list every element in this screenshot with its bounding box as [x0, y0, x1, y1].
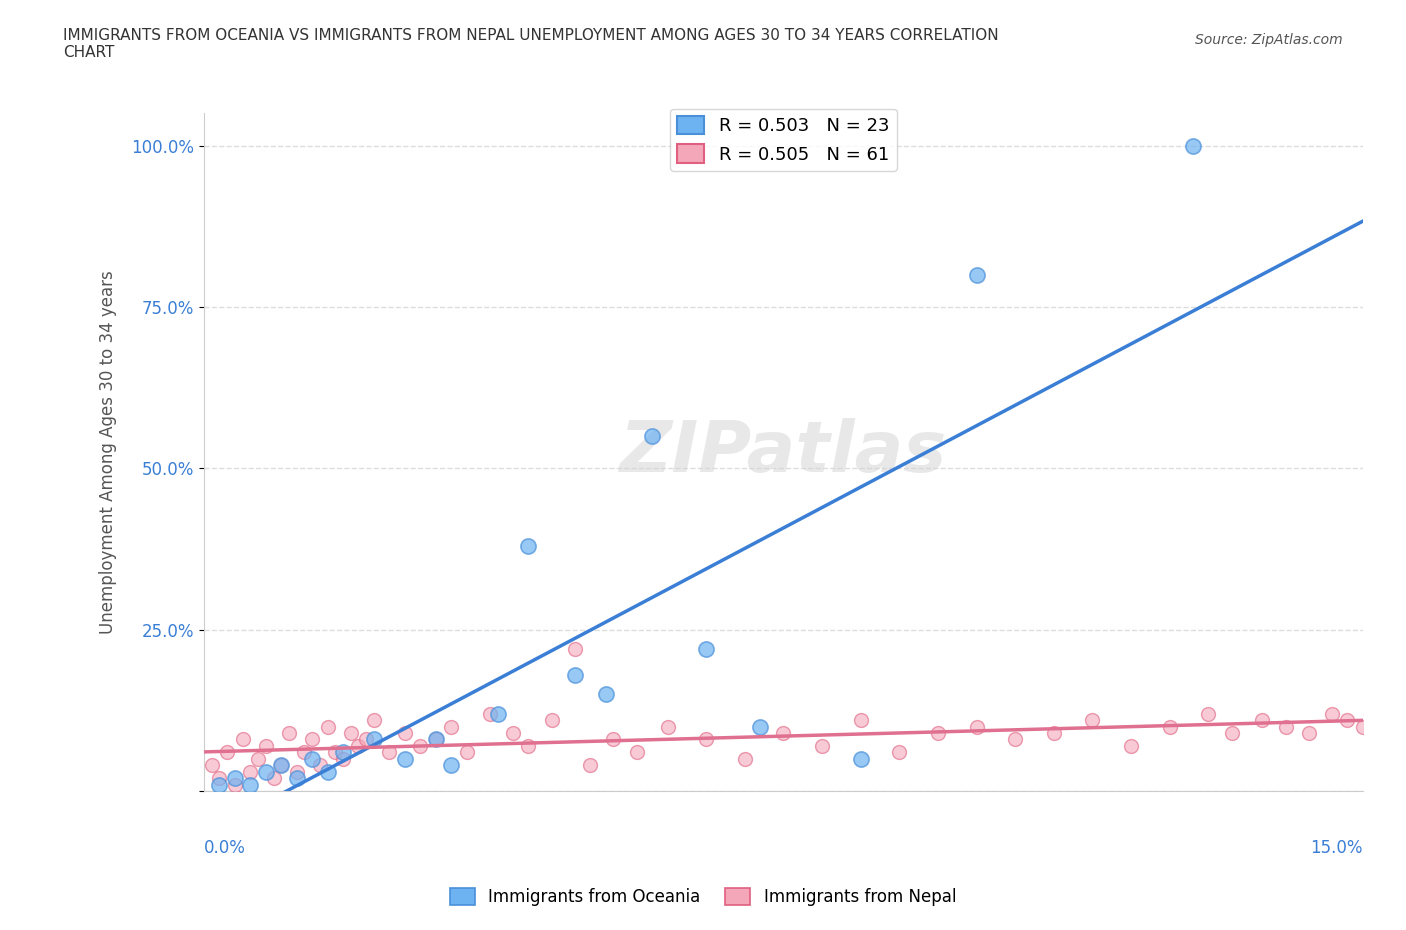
Point [232, 732, 254, 747]
Y-axis label: Unemployment Among Ages 30 to 34 years: Unemployment Among Ages 30 to 34 years [100, 271, 117, 634]
Point [301, 732, 323, 747]
Point [201, 758, 224, 773]
Point [316, 719, 339, 734]
Point [208, 777, 231, 792]
Point [657, 719, 679, 734]
Point [695, 732, 717, 747]
Point [1251, 712, 1274, 727]
Point [849, 712, 872, 727]
Point [332, 751, 354, 766]
Text: 15.0%: 15.0% [1310, 839, 1362, 857]
Point [239, 764, 262, 779]
Point [332, 745, 354, 760]
Point [1159, 719, 1181, 734]
Point [316, 764, 339, 779]
Point [626, 745, 648, 760]
Point [811, 738, 834, 753]
Point [270, 758, 292, 773]
Point [478, 706, 501, 721]
Point [927, 725, 949, 740]
Text: 0.0%: 0.0% [204, 839, 246, 857]
Point [239, 777, 262, 792]
Point [502, 725, 524, 740]
Point [456, 745, 478, 760]
Point [285, 764, 308, 779]
Point [849, 751, 872, 766]
Point [517, 538, 540, 553]
Point [440, 758, 463, 773]
Point [772, 725, 794, 740]
Point [1004, 732, 1026, 747]
Point [695, 642, 717, 657]
Point [1367, 712, 1389, 727]
Point [394, 751, 416, 766]
Point [208, 771, 231, 786]
Point [1351, 719, 1374, 734]
Point [347, 738, 370, 753]
Point [285, 771, 308, 786]
Point [323, 745, 346, 760]
Text: ZIPatlas: ZIPatlas [620, 418, 948, 486]
Point [595, 687, 617, 702]
Point [363, 712, 385, 727]
Point [294, 745, 316, 760]
Point [354, 732, 377, 747]
Point [966, 267, 988, 282]
Point [540, 712, 562, 727]
Point [734, 751, 756, 766]
Point [1298, 725, 1320, 740]
Point [425, 732, 447, 747]
Point [270, 758, 292, 773]
Point [378, 745, 401, 760]
Point [1181, 139, 1204, 153]
Point [254, 738, 277, 753]
Point [1274, 719, 1296, 734]
Point [278, 725, 301, 740]
Point [564, 642, 586, 657]
Point [486, 706, 509, 721]
Point [301, 751, 323, 766]
Point [1043, 725, 1066, 740]
Point [602, 732, 624, 747]
Point [749, 719, 772, 734]
Point [966, 719, 988, 734]
Point [1360, 706, 1382, 721]
Point [425, 732, 447, 747]
Legend: R = 0.503   N = 23, R = 0.505   N = 61: R = 0.503 N = 23, R = 0.505 N = 61 [671, 109, 897, 171]
Point [409, 738, 432, 753]
Point [1320, 706, 1343, 721]
Point [579, 758, 602, 773]
Point [1197, 706, 1219, 721]
Point [564, 668, 586, 683]
Text: IMMIGRANTS FROM OCEANIA VS IMMIGRANTS FROM NEPAL UNEMPLOYMENT AMONG AGES 30 TO 3: IMMIGRANTS FROM OCEANIA VS IMMIGRANTS FR… [63, 28, 998, 60]
Point [1336, 712, 1358, 727]
Point [641, 429, 664, 444]
Point [440, 719, 463, 734]
Point [247, 751, 270, 766]
Text: Source: ZipAtlas.com: Source: ZipAtlas.com [1195, 33, 1343, 46]
Point [217, 745, 239, 760]
Point [517, 738, 540, 753]
Point [363, 732, 385, 747]
Point [1119, 738, 1142, 753]
Point [254, 764, 277, 779]
Legend: Immigrants from Oceania, Immigrants from Nepal: Immigrants from Oceania, Immigrants from… [443, 881, 963, 912]
Point [263, 771, 285, 786]
Point [224, 771, 246, 786]
Point [1220, 725, 1243, 740]
Point [394, 725, 416, 740]
Point [889, 745, 911, 760]
Point [1375, 719, 1398, 734]
Point [308, 758, 330, 773]
Point [339, 725, 361, 740]
Point [224, 777, 246, 792]
Point [1081, 712, 1104, 727]
